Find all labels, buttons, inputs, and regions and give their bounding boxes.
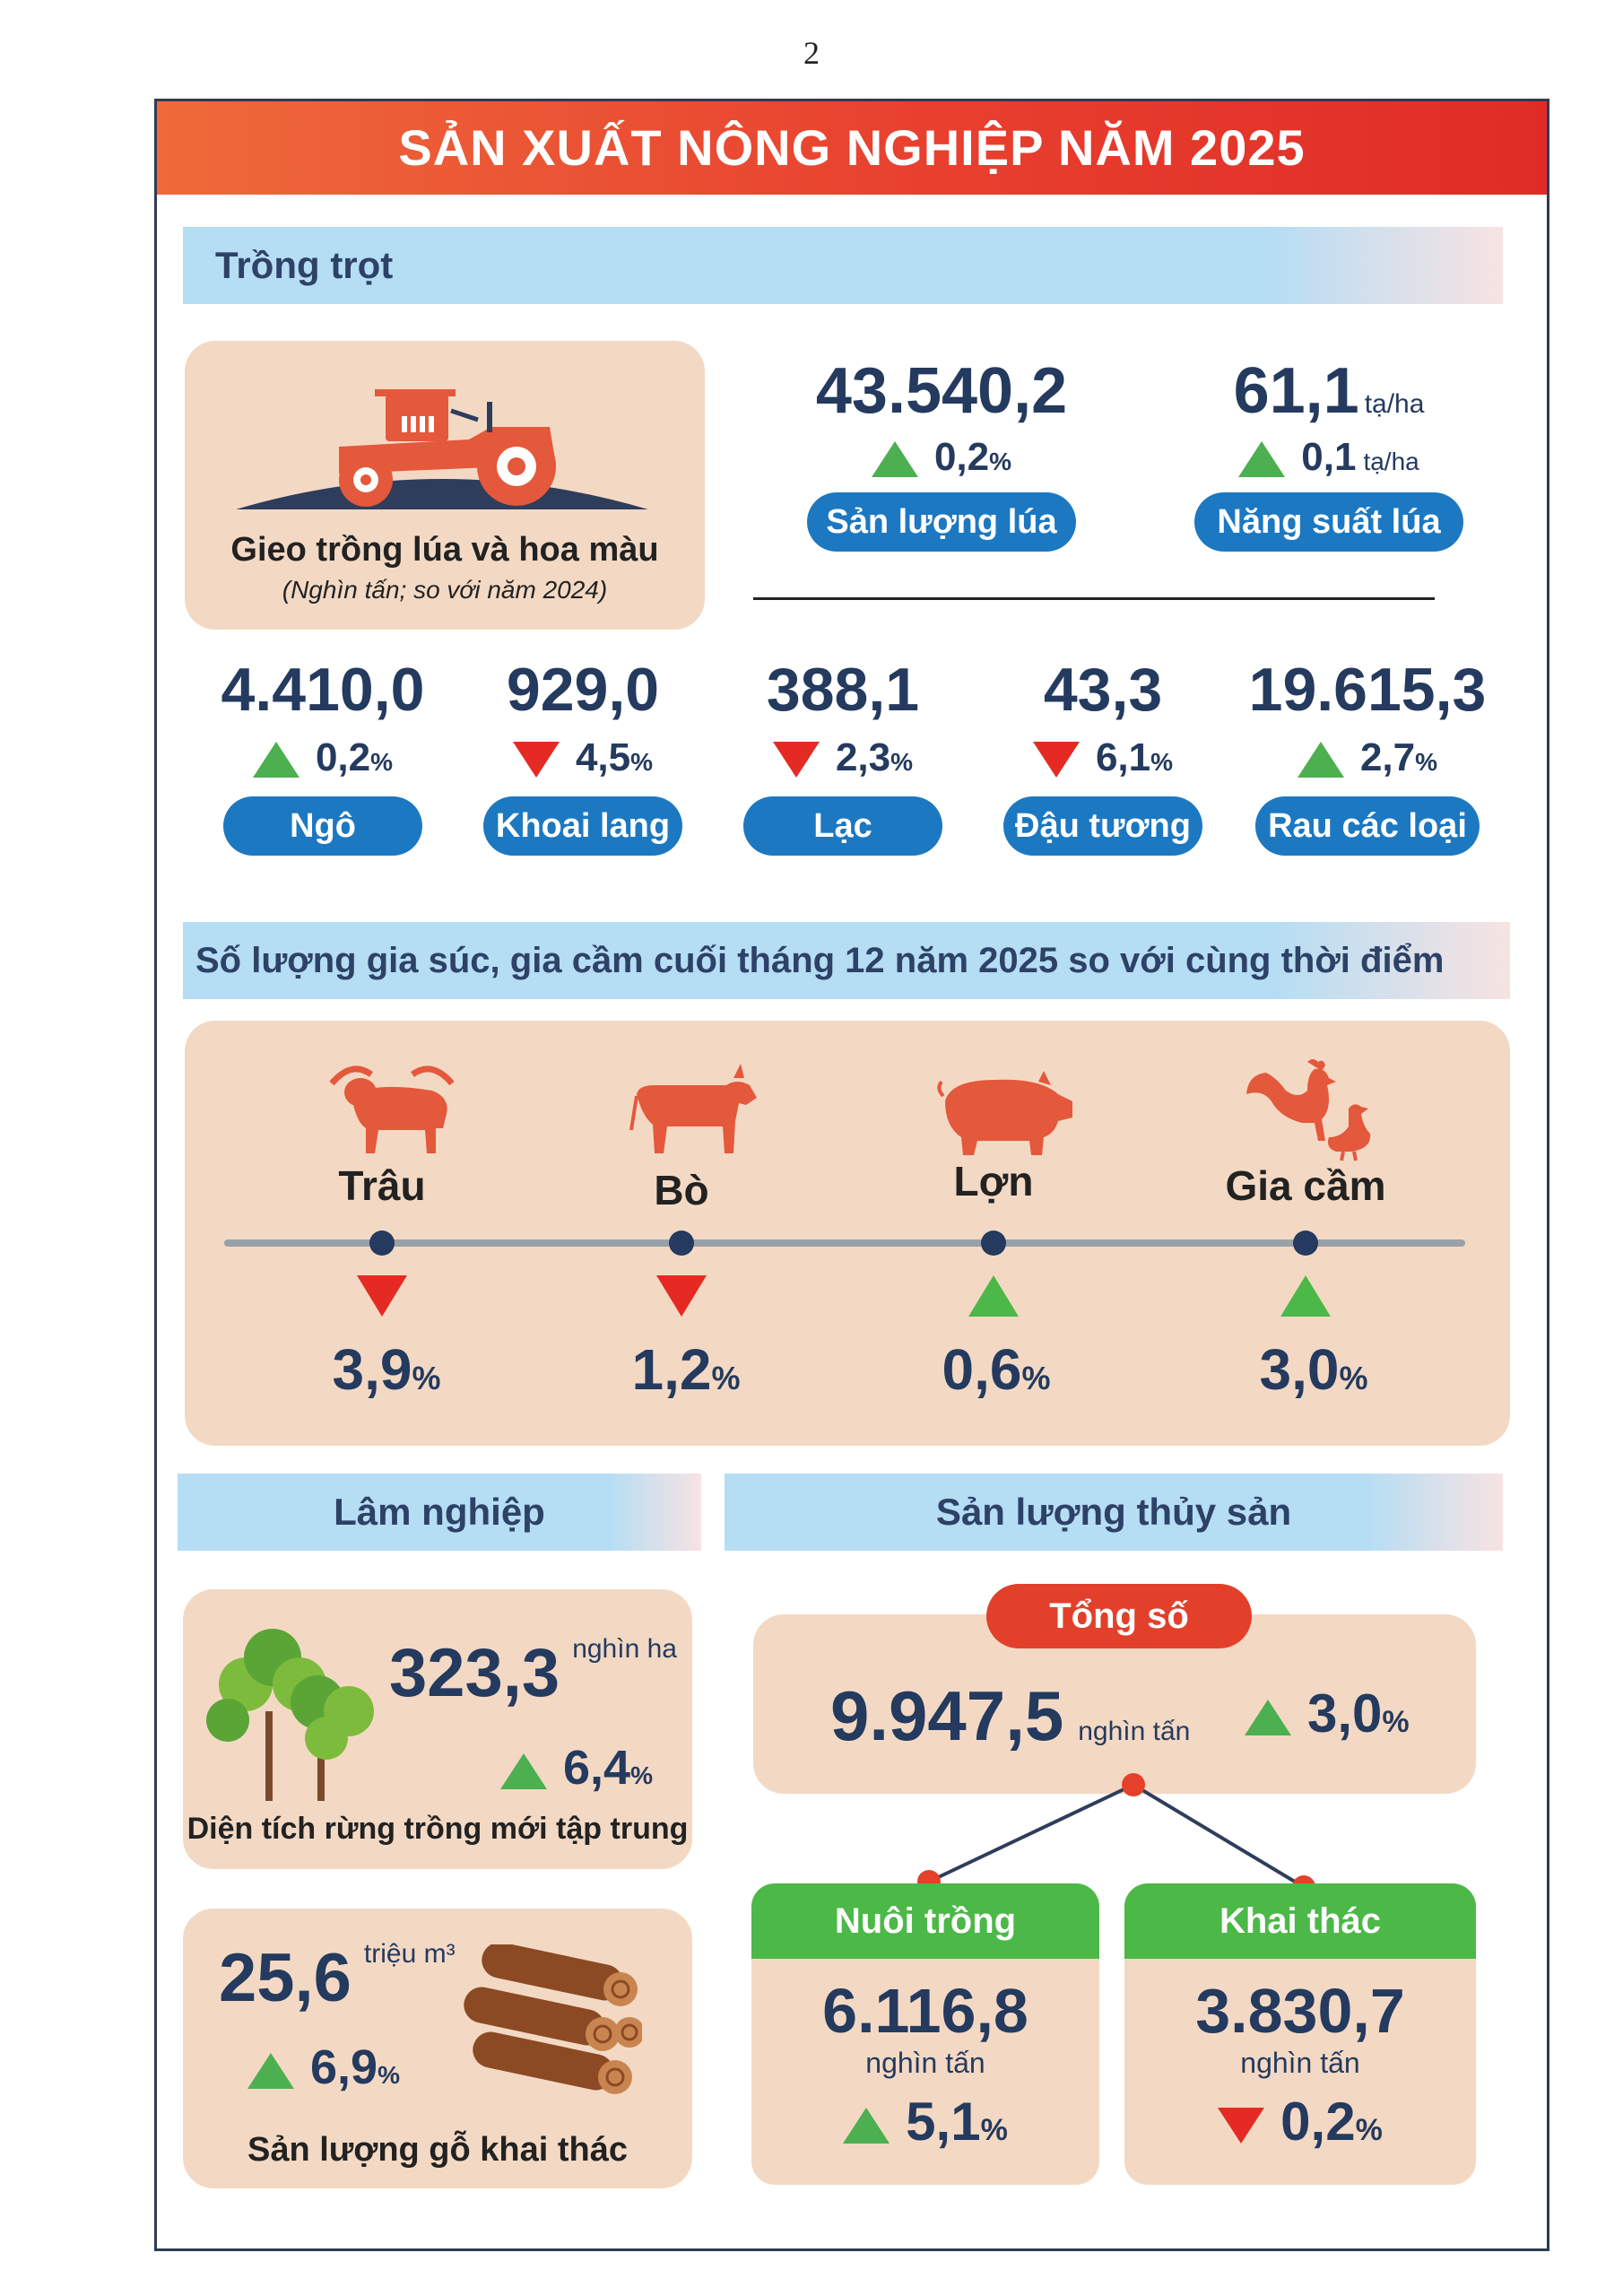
animal-change: 1,2%	[631, 1337, 741, 1402]
increase-arrow-icon	[1280, 1275, 1331, 1317]
capture-card: Khai thác 3.830,7 nghìn tấn 0,2%	[1124, 1883, 1476, 2185]
increase-arrow-icon	[1238, 441, 1286, 478]
increase-arrow-icon	[247, 2052, 294, 2089]
decrease-arrow-icon	[1032, 742, 1080, 778]
animal-name: Gia cầm	[1225, 1162, 1386, 1209]
livestock-timeline	[224, 1239, 1465, 1247]
poultry-icon	[1246, 1059, 1371, 1161]
pig-icon	[937, 1071, 1072, 1155]
livestock-section-title: Số lượng gia súc, gia cầm cuối tháng 12 …	[183, 922, 1510, 1057]
increase-arrow-icon	[843, 2108, 890, 2144]
rice-yield-block: 61,1 tạ/ha 0,1 tạ/ha Năng suất lúa	[1176, 354, 1481, 552]
planted-forest-change: 6,4%	[500, 1740, 653, 1796]
crop-change: 6,1%	[973, 735, 1233, 780]
crops-intro-subtitle: (Nghìn tấn; so với năm 2024)	[282, 576, 608, 604]
rice-output-value: 43.540,2	[815, 355, 1068, 427]
log-pile-icon	[464, 1944, 642, 2094]
timber-value: 25,6 triệu m³	[219, 1939, 456, 2016]
increase-arrow-icon	[1245, 1700, 1291, 1736]
animal-change: 3,0%	[1259, 1337, 1368, 1402]
rice-output-label: Sản lượng lúa	[807, 492, 1076, 552]
crop-value: 388,1	[766, 656, 920, 724]
animal-name: Bò	[654, 1167, 709, 1213]
timber-change: 6,9%	[247, 2039, 400, 2095]
fishery-section-title: Sản lượng thủy sản	[725, 1474, 1503, 1551]
capture-unit: nghìn tấn	[1240, 2047, 1360, 2079]
increase-arrow-icon	[500, 1752, 547, 1789]
decrease-arrow-icon	[512, 742, 560, 778]
aquaculture-value: 6.116,8	[822, 1976, 1028, 2046]
crop-label: Ngô	[223, 796, 422, 856]
crop-value: 43,3	[1043, 656, 1163, 724]
increase-arrow-icon	[871, 441, 918, 478]
aquaculture-change: 5,1%	[751, 2091, 1099, 2152]
crop-item: 4.410,0 0,2% Ngô	[193, 655, 453, 856]
crop-item: 43,3 6,1% Đậu tương	[973, 655, 1233, 856]
timber-card: 25,6 triệu m³ 6,9% Sản lượng gỗ khai thác	[183, 1909, 692, 2188]
crop-item: 929,0 4,5% Khoai lang	[453, 655, 713, 856]
fishery-connector	[917, 1773, 1315, 1899]
crop-label: Rau các loại	[1255, 796, 1480, 856]
rice-yield-value: 61,1 tạ/ha	[1233, 355, 1425, 427]
timber-label: Sản lượng gỗ khai thác	[247, 2131, 629, 2169]
crop-change: 2,3%	[713, 735, 973, 780]
crop-label: Khoai lang	[483, 796, 682, 856]
increase-arrow-icon	[1297, 742, 1344, 778]
animal-change: 0,6%	[942, 1337, 1051, 1402]
decrease-arrow-icon	[772, 742, 820, 778]
crop-value: 19.615,3	[1248, 656, 1487, 724]
fishery-total-value: 9.947,5 nghìn tấn	[830, 1676, 1191, 1755]
forestry-section-title: Lâm nghiệp	[178, 1474, 701, 1551]
decrease-arrow-icon	[357, 1275, 407, 1317]
timeline-dot	[669, 1231, 694, 1256]
aquaculture-unit: nghìn tấn	[865, 2047, 985, 2079]
timeline-dot	[981, 1231, 1006, 1256]
rice-output-change: 0,2%	[789, 435, 1094, 480]
crop-item: 19.615,3 2,7% Rau các loại	[1233, 655, 1502, 856]
crop-value: 4.410,0	[221, 656, 425, 724]
crops-intro-title: Gieo trồng lúa và hoa màu	[230, 531, 659, 569]
tree-icon	[206, 1629, 374, 1801]
page-title: SẢN XUẤT NÔNG NGHIỆP NĂM 2025	[157, 101, 1547, 195]
planted-forest-value: 323,3 nghìn ha	[389, 1634, 677, 1711]
crops-section-title: Trồng trọt	[183, 227, 1503, 304]
capture-value: 3.830,7	[1195, 1976, 1405, 2046]
divider-line	[753, 597, 1435, 600]
buffalo-icon	[329, 1065, 455, 1153]
crop-value: 929,0	[506, 656, 660, 724]
fishery-total-label: Tổng số	[986, 1584, 1252, 1648]
crop-change: 4,5%	[453, 735, 713, 780]
increase-arrow-icon	[968, 1275, 1019, 1317]
timeline-dot	[369, 1231, 395, 1256]
timeline-dot	[1293, 1231, 1318, 1256]
capture-label: Khai thác	[1124, 1883, 1476, 1959]
crops-intro-card: Gieo trồng lúa và hoa màu (Nghìn tấn; so…	[185, 341, 705, 630]
aquaculture-card: Nuôi trồng 6.116,8 nghìn tấn 5,1%	[751, 1883, 1099, 2185]
rice-output-block: 43.540,2 0,2% Sản lượng lúa	[789, 354, 1094, 552]
decrease-arrow-icon	[1218, 2108, 1265, 2144]
crop-change: 0,2%	[193, 735, 453, 780]
cow-icon	[629, 1064, 757, 1153]
aquaculture-label: Nuôi trồng	[751, 1883, 1099, 1959]
animal-name: Trâu	[338, 1162, 426, 1209]
tractor-icon	[236, 389, 648, 509]
increase-arrow-icon	[252, 742, 299, 778]
animal-change: 3,9%	[332, 1337, 441, 1402]
rice-yield-label: Năng suất lúa	[1194, 492, 1463, 552]
animal-name: Lợn	[953, 1158, 1034, 1205]
crop-label: Đậu tương	[1003, 796, 1202, 856]
page-number: 2	[803, 35, 820, 71]
planted-forest-label: Diện tích rừng trồng mới tập trung	[187, 1812, 689, 1846]
crop-item: 388,1 2,3% Lạc	[713, 655, 973, 856]
capture-change: 0,2%	[1124, 2091, 1476, 2152]
crop-label: Lạc	[743, 796, 942, 856]
decrease-arrow-icon	[656, 1275, 707, 1317]
rice-yield-change: 0,1 tạ/ha	[1176, 435, 1481, 480]
planted-forest-card: 323,3 nghìn ha 6,4% Diện tích rừng trồng …	[183, 1589, 692, 1869]
page-frame	[154, 99, 1549, 2251]
crop-change: 2,7%	[1233, 735, 1502, 780]
fishery-total-change: 3,0%	[1245, 1683, 1410, 1744]
